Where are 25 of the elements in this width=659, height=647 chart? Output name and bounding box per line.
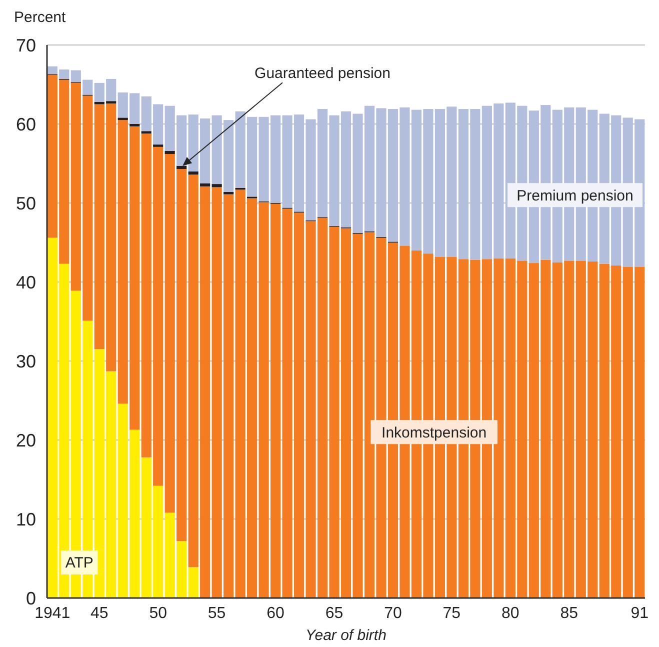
- y-tick-label: 10: [16, 509, 36, 530]
- x-tick-label: 70: [384, 605, 402, 622]
- y-tick-label: 40: [16, 272, 36, 292]
- text: Guaranteed pension: [254, 64, 390, 82]
- x-tick-label: 80: [502, 605, 520, 622]
- series-label: Inkomstpension: [382, 424, 487, 442]
- x-tick-label: 1941: [34, 605, 70, 622]
- series-label: ATP: [65, 554, 94, 572]
- y-axis-title: Percent: [14, 9, 67, 26]
- x-tick-label: 91: [630, 605, 649, 622]
- x-tick-label: 75: [442, 605, 461, 622]
- y-tick-label: 60: [16, 114, 36, 134]
- y-tick-label: 70: [16, 35, 36, 56]
- x-tick-label: 50: [149, 605, 168, 622]
- y-tick-label: 0: [26, 588, 36, 608]
- x-tick-label: 85: [560, 605, 578, 622]
- x-tick-label: 60: [266, 605, 285, 622]
- x-tick-label: 55: [208, 605, 226, 622]
- y-tick-label: 20: [16, 430, 36, 450]
- x-tick-label: 65: [325, 605, 344, 622]
- y-tick-label: 50: [16, 193, 36, 214]
- x-tick-label: 45: [90, 605, 108, 622]
- x-axis-title: Year of birth: [306, 627, 386, 644]
- y-tick-label: 30: [16, 351, 36, 372]
- series-label: Premium pension: [516, 187, 634, 204]
